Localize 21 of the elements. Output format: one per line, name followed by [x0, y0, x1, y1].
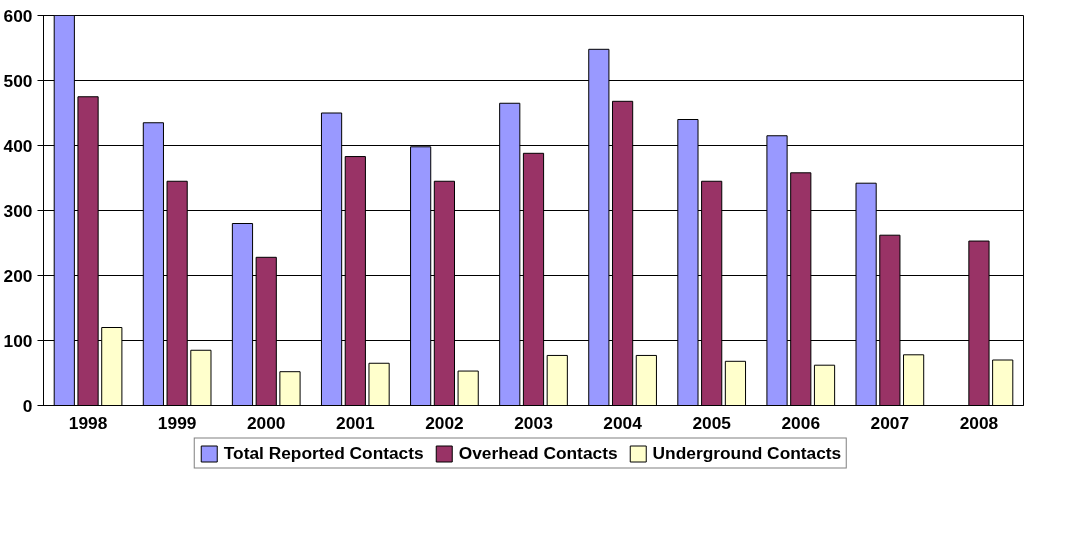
legend-label: Overhead Contacts: [458, 442, 618, 464]
legend-label: Total Reported Contacts: [223, 442, 424, 464]
x-tick-label: 2007: [870, 412, 910, 433]
x-tick-label: 1998: [68, 412, 108, 433]
y-tick-label: 200: [3, 265, 33, 286]
x-tick-label: 2008: [959, 412, 999, 433]
y-tick-label: 400: [3, 135, 33, 156]
y-tick-label: 600: [3, 5, 33, 26]
y-tick-label: 100: [3, 330, 33, 351]
y-tick-label: 0: [22, 395, 33, 416]
x-tick-label: 2003: [514, 412, 554, 433]
x-tick-label: 2004: [603, 412, 643, 433]
y-tick-label: 500: [3, 70, 33, 91]
x-tick-label: 2006: [781, 412, 821, 433]
x-tick-label: 2001: [336, 412, 375, 433]
x-tick-label: 2000: [246, 412, 286, 433]
y-tick-label: 300: [3, 200, 33, 221]
x-tick-label: 2005: [692, 412, 732, 433]
legend-label: Underground Contacts: [652, 442, 842, 464]
x-tick-label: 2002: [425, 412, 464, 433]
x-tick-label: 1999: [157, 412, 197, 433]
